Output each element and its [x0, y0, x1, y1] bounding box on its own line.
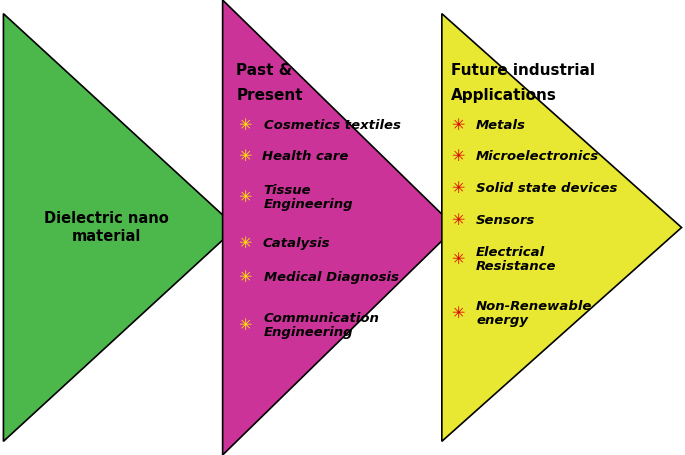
Text: Microelectronics: Microelectronics: [476, 151, 599, 163]
Text: Solid state devices: Solid state devices: [476, 182, 617, 195]
Text: Tissue
Engineering: Tissue Engineering: [264, 184, 353, 212]
Text: Medical Diagnosis: Medical Diagnosis: [264, 271, 399, 284]
Text: Applications: Applications: [451, 88, 557, 103]
Text: ✳: ✳: [238, 118, 252, 132]
Text: Catalysis: Catalysis: [262, 237, 330, 250]
Polygon shape: [442, 14, 682, 441]
Text: ✳: ✳: [238, 236, 252, 251]
Text: ✳: ✳: [451, 150, 464, 164]
Text: Non-Renewable
energy: Non-Renewable energy: [476, 300, 593, 328]
Text: Future industrial: Future industrial: [451, 63, 595, 78]
Text: ✳: ✳: [451, 252, 464, 267]
Text: Sensors: Sensors: [476, 214, 535, 227]
Text: ✳: ✳: [451, 213, 464, 228]
Text: Communication
Engineering: Communication Engineering: [264, 312, 379, 339]
Text: ✳: ✳: [238, 150, 252, 164]
Text: Metals: Metals: [476, 119, 526, 131]
Text: Electrical
Resistance: Electrical Resistance: [476, 246, 557, 273]
Polygon shape: [3, 14, 236, 441]
Text: ✳: ✳: [238, 191, 252, 205]
Text: ✳: ✳: [238, 270, 252, 285]
Text: ✳: ✳: [451, 307, 464, 321]
Text: ✳: ✳: [238, 318, 252, 333]
Text: Dielectric nano
material: Dielectric nano material: [44, 211, 169, 244]
Text: ✳: ✳: [451, 182, 464, 196]
Text: Present: Present: [236, 88, 303, 103]
Text: Cosmetics textiles: Cosmetics textiles: [264, 119, 401, 131]
Text: Past &: Past &: [236, 63, 292, 78]
Text: ✳: ✳: [451, 118, 464, 132]
Text: Health care: Health care: [262, 151, 349, 163]
Polygon shape: [223, 0, 456, 455]
